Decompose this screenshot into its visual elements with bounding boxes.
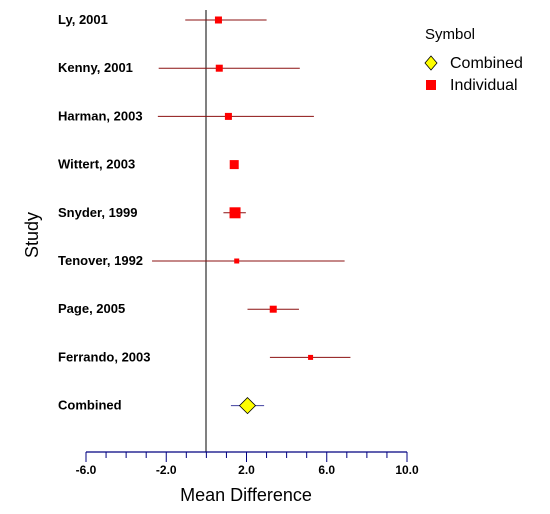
study-label: Ferrando, 2003 bbox=[58, 349, 151, 364]
study-row: Combined bbox=[58, 397, 265, 415]
study-row: Kenny, 2001 bbox=[58, 60, 300, 75]
x-tick-label: -6.0 bbox=[76, 463, 97, 477]
study-row: Ferrando, 2003 bbox=[58, 349, 351, 364]
study-row: Tenover, 1992 bbox=[58, 253, 345, 268]
study-label: Snyder, 1999 bbox=[58, 205, 138, 220]
study-label: Ly, 2001 bbox=[58, 12, 108, 27]
legend-individual-square-icon bbox=[426, 80, 436, 90]
study-row: Wittert, 2003 bbox=[58, 157, 239, 172]
x-tick-label: 2.0 bbox=[238, 463, 255, 477]
y-axis-title: Study bbox=[22, 212, 42, 258]
study-label: Kenny, 2001 bbox=[58, 60, 133, 75]
study-estimate-marker bbox=[224, 112, 232, 120]
study-label: Page, 2005 bbox=[58, 301, 125, 316]
study-row: Harman, 2003 bbox=[58, 108, 314, 123]
study-estimate-marker bbox=[215, 64, 223, 72]
study-estimate-marker bbox=[214, 16, 222, 24]
study-label: Tenover, 1992 bbox=[58, 253, 143, 268]
study-estimate-marker bbox=[269, 305, 277, 313]
study-label: Combined bbox=[58, 398, 122, 413]
study-label: Harman, 2003 bbox=[58, 108, 143, 123]
study-row: Ly, 2001 bbox=[58, 12, 267, 27]
legend-combined-label: Combined bbox=[450, 55, 523, 72]
x-tick-label: 6.0 bbox=[318, 463, 335, 477]
study-row: Page, 2005 bbox=[58, 301, 299, 316]
x-tick-label: -2.0 bbox=[156, 463, 177, 477]
x-axis: -6.0 -2.0 2.0 6.0 10.0 bbox=[76, 451, 419, 477]
study-estimate-marker bbox=[234, 258, 240, 264]
study-row: Snyder, 1999 bbox=[58, 205, 246, 220]
x-axis-title: Mean Difference bbox=[180, 485, 312, 505]
study-label: Wittert, 2003 bbox=[58, 157, 135, 172]
legend: Symbol Combined Individual bbox=[424, 26, 523, 94]
combined-estimate-marker bbox=[238, 397, 257, 415]
legend-combined-diamond-icon bbox=[424, 55, 438, 71]
study-estimate-marker bbox=[229, 160, 239, 170]
study-estimate-marker bbox=[229, 207, 241, 219]
x-tick-label: 10.0 bbox=[395, 463, 419, 477]
legend-individual-label: Individual bbox=[450, 77, 518, 94]
study-rows: Ly, 2001 Kenny, 2001 Harman, 2003 Wittert, … bbox=[58, 12, 351, 415]
study-estimate-marker bbox=[308, 354, 314, 360]
legend-title: Symbol bbox=[425, 26, 475, 43]
